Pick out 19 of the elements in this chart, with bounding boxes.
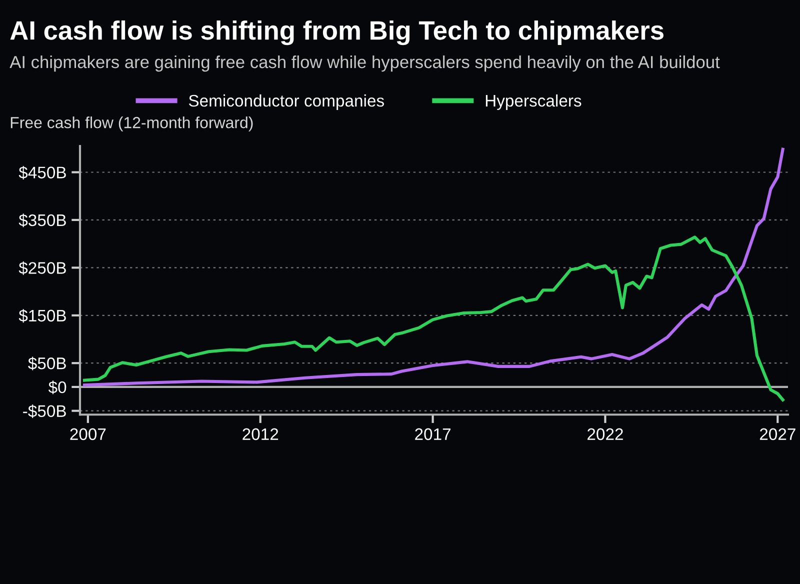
y-tick-label: $350B [18,214,66,228]
y-tick-label: $250B [18,261,66,275]
y-tick-label: -$50B [23,404,66,418]
chart-subtitle: AI chipmakers are gaining free cash flow while hyperscalers spend heavily on the AI buildout [10,55,720,72]
x-tick-label: 2012 [242,428,278,440]
chart-title: AI cash flow is shifting from Big Tech to chipmakers [10,20,664,46]
x-tick-label: 2022 [588,428,623,440]
y-tick-label: $150B [18,309,66,323]
legend-label: Hyperscalers [486,94,582,110]
y-tick-label: $450B [18,166,66,180]
line-series [82,148,784,387]
x-tick-label: 2017 [415,428,450,440]
x-tick-label: 2027 [760,428,796,440]
y-tick-label: $50B [28,356,66,370]
x-tick-label: 2007 [70,428,106,440]
y-tick-label: $0 [48,380,66,394]
line-series [82,236,784,402]
legend-label: Semiconductor companies [188,94,384,110]
y-axis-title: Free cash flow (12-month forward) [10,116,253,132]
